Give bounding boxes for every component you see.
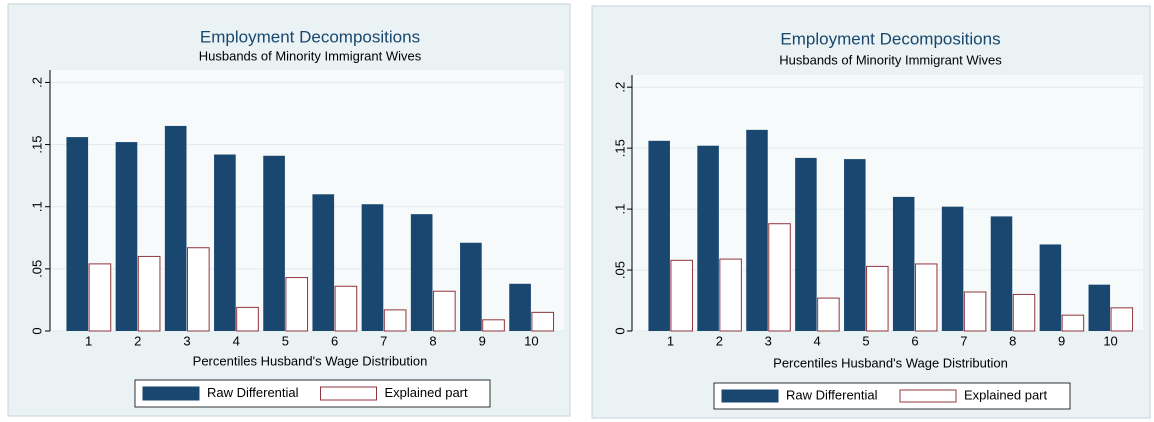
bar: [817, 297, 840, 332]
x-tick-label: 7: [380, 333, 387, 348]
bar: [844, 159, 866, 331]
y-tick-label: .05: [612, 261, 627, 279]
chart-subtitle: Husbands of Minority Immigrant Wives: [199, 48, 422, 63]
bar: [768, 223, 791, 332]
bar: [187, 247, 210, 332]
x-tick-label: 1: [667, 333, 674, 348]
x-tick-label: 9: [1058, 333, 1065, 348]
bar: [164, 125, 187, 331]
bar: [263, 155, 285, 331]
x-tick-label: 6: [331, 333, 338, 348]
bar: [648, 140, 670, 331]
bar: [1088, 284, 1111, 331]
chart-subtitle: Husbands of Minority Immigrant Wives: [779, 52, 1002, 67]
bar: [285, 277, 309, 332]
bar: [719, 258, 742, 332]
x-tick-label: 8: [1009, 333, 1016, 348]
x-tick-label: 1: [85, 333, 92, 348]
legend-label: Raw Differential: [786, 387, 878, 402]
bar: [236, 306, 259, 332]
y-tick-label: .2: [612, 82, 627, 93]
bar: [1061, 314, 1085, 332]
bar: [460, 242, 482, 331]
legend-label: Raw Differential: [207, 385, 299, 400]
x-tick-label: 4: [233, 333, 240, 348]
bar: [1012, 293, 1036, 332]
bar: [410, 214, 433, 331]
bar: [990, 216, 1013, 331]
bar: [482, 319, 505, 332]
x-tick-label: 10: [524, 333, 538, 348]
x-tick-label: 9: [479, 333, 486, 348]
x-tick-label: 3: [765, 333, 772, 348]
bar: [1110, 307, 1134, 332]
x-tick-label: 10: [1103, 333, 1117, 348]
x-tick-label: 7: [960, 333, 967, 348]
bar: [670, 259, 693, 332]
x-axis-label: Percentiles Husband's Wage Distribution: [773, 355, 1008, 370]
bar: [66, 137, 89, 331]
legend-label: Explained part: [964, 387, 1047, 402]
y-tick-label: .2: [29, 77, 44, 88]
chart-title: Employment Decompositions: [780, 29, 1000, 48]
legend-label: Explained part: [385, 385, 468, 400]
bar: [531, 311, 555, 332]
bar: [892, 196, 915, 331]
chart-title: Employment Decompositions: [200, 27, 420, 46]
bar: [137, 255, 161, 332]
y-tick-label: 0: [612, 327, 627, 334]
x-tick-label: 4: [814, 333, 821, 348]
bar: [697, 145, 719, 331]
x-tick-label: 5: [282, 333, 289, 348]
y-tick-label: 0: [29, 327, 44, 334]
legend-swatch: [142, 386, 200, 401]
bar: [941, 206, 964, 331]
bar: [361, 204, 384, 331]
legend-swatch: [721, 389, 779, 403]
bar: [795, 157, 817, 331]
bar: [334, 285, 358, 332]
bar: [214, 154, 236, 331]
bar: [866, 265, 889, 332]
x-axis-label: Percentiles Husband's Wage Distribution: [193, 353, 428, 368]
bar: [433, 290, 456, 332]
x-tick-label: 3: [183, 333, 190, 348]
bar: [88, 263, 112, 332]
legend-swatch: [320, 386, 377, 401]
bar: [746, 129, 768, 331]
x-tick-label: 2: [716, 333, 723, 348]
bar: [509, 283, 531, 331]
bar: [312, 194, 335, 331]
bar: [115, 142, 138, 331]
y-tick-label: .1: [612, 204, 627, 215]
x-tick-label: 6: [911, 333, 918, 348]
y-tick-label: .05: [29, 260, 44, 278]
bar: [383, 309, 407, 332]
y-tick-label: .1: [29, 201, 44, 212]
y-tick-label: .15: [612, 139, 627, 157]
legend-box: [713, 382, 1071, 410]
x-tick-label: 8: [429, 333, 436, 348]
y-tick-label: .15: [29, 136, 44, 154]
x-tick-label: 5: [862, 333, 869, 348]
x-tick-label: 2: [134, 333, 141, 348]
bar: [1039, 244, 1062, 331]
bar: [914, 263, 938, 332]
bar: [963, 291, 987, 332]
legend-swatch: [899, 389, 957, 403]
